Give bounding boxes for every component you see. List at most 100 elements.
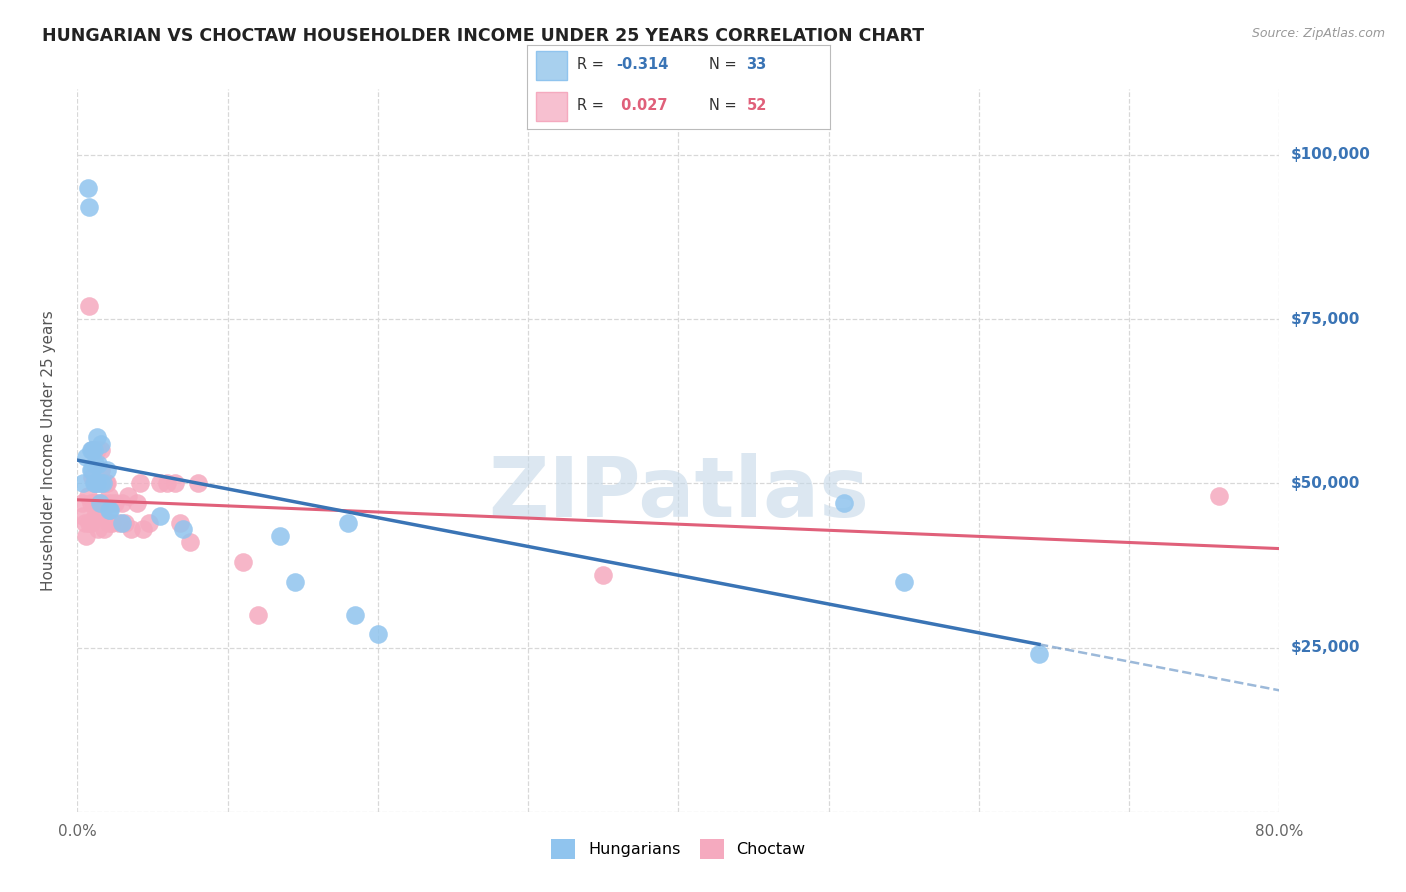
Point	[87, 496, 110, 510]
Point	[73, 516, 96, 530]
Point	[89, 509, 111, 524]
Point	[91, 476, 114, 491]
Point	[108, 516, 131, 530]
Point	[82, 443, 104, 458]
Text: $75,000: $75,000	[1291, 311, 1360, 326]
Point	[156, 476, 179, 491]
Point	[149, 509, 172, 524]
Point	[163, 476, 186, 491]
Point	[84, 476, 107, 491]
Point	[269, 529, 291, 543]
Point	[104, 496, 127, 510]
Text: 0.027: 0.027	[616, 98, 668, 113]
Text: HUNGARIAN VS CHOCTAW HOUSEHOLDER INCOME UNDER 25 YEARS CORRELATION CHART: HUNGARIAN VS CHOCTAW HOUSEHOLDER INCOME …	[42, 27, 924, 45]
Point	[82, 469, 104, 483]
Point	[111, 496, 134, 510]
Text: R =: R =	[576, 98, 605, 113]
Text: ZIPatlas: ZIPatlas	[488, 453, 869, 534]
Point	[336, 516, 359, 530]
Point	[86, 443, 108, 458]
Point	[86, 509, 108, 524]
Point	[70, 496, 93, 510]
Point	[186, 476, 209, 491]
Text: R =: R =	[576, 57, 605, 72]
Point	[127, 496, 149, 510]
Point	[84, 457, 107, 471]
Y-axis label: Householder Income Under 25 years: Householder Income Under 25 years	[42, 310, 56, 591]
Point	[87, 457, 110, 471]
Point	[79, 299, 101, 313]
Point	[90, 463, 112, 477]
Text: $50,000: $50,000	[1291, 475, 1360, 491]
Point	[80, 516, 103, 530]
Point	[80, 443, 103, 458]
Point	[149, 476, 172, 491]
Text: 52: 52	[747, 98, 766, 113]
Point	[76, 490, 98, 504]
Point	[90, 476, 112, 491]
Point	[592, 568, 614, 582]
Point	[93, 496, 115, 510]
Point	[1028, 647, 1050, 661]
Point	[79, 201, 101, 215]
Text: N =: N =	[709, 57, 737, 72]
Point	[96, 463, 118, 477]
Point	[72, 509, 94, 524]
Point	[80, 496, 103, 510]
Bar	[536, 92, 567, 120]
Point	[97, 516, 120, 530]
Point	[344, 607, 367, 622]
Point	[100, 496, 122, 510]
Point	[82, 443, 104, 458]
Bar	[536, 52, 567, 80]
Point	[97, 502, 120, 516]
Point	[169, 516, 191, 530]
Point	[246, 607, 269, 622]
Point	[132, 522, 155, 536]
Point	[893, 574, 915, 589]
Point	[96, 476, 118, 491]
Point	[84, 476, 107, 491]
Point	[94, 476, 117, 491]
Point	[76, 180, 98, 194]
Point	[84, 509, 107, 524]
Point	[100, 502, 122, 516]
Point	[93, 522, 115, 536]
Point	[75, 450, 97, 464]
Point	[232, 555, 254, 569]
Text: 33: 33	[747, 57, 766, 72]
Text: $25,000: $25,000	[1291, 640, 1360, 655]
Text: $100,000: $100,000	[1291, 147, 1371, 162]
Point	[1208, 490, 1230, 504]
Point	[172, 522, 194, 536]
Point	[284, 574, 307, 589]
Point	[114, 516, 136, 530]
Point	[832, 496, 855, 510]
Point	[79, 516, 101, 530]
Point	[367, 627, 389, 641]
Text: N =: N =	[709, 98, 737, 113]
Point	[83, 476, 105, 491]
Point	[138, 516, 160, 530]
Point	[83, 443, 105, 458]
Point	[87, 522, 110, 536]
Point	[82, 463, 104, 477]
Point	[83, 496, 105, 510]
Text: Source: ZipAtlas.com: Source: ZipAtlas.com	[1251, 27, 1385, 40]
Point	[86, 430, 108, 444]
Point	[72, 476, 94, 491]
Point	[120, 522, 142, 536]
Point	[75, 529, 97, 543]
Point	[129, 476, 152, 491]
Point	[89, 476, 111, 491]
Point	[91, 502, 114, 516]
Point	[90, 437, 112, 451]
Point	[97, 490, 120, 504]
Point	[117, 490, 139, 504]
Point	[86, 476, 108, 491]
Point	[179, 535, 201, 549]
Point	[89, 496, 111, 510]
Legend: Hungarians, Choctaw: Hungarians, Choctaw	[546, 833, 811, 865]
Point	[90, 443, 112, 458]
Point	[83, 443, 105, 458]
